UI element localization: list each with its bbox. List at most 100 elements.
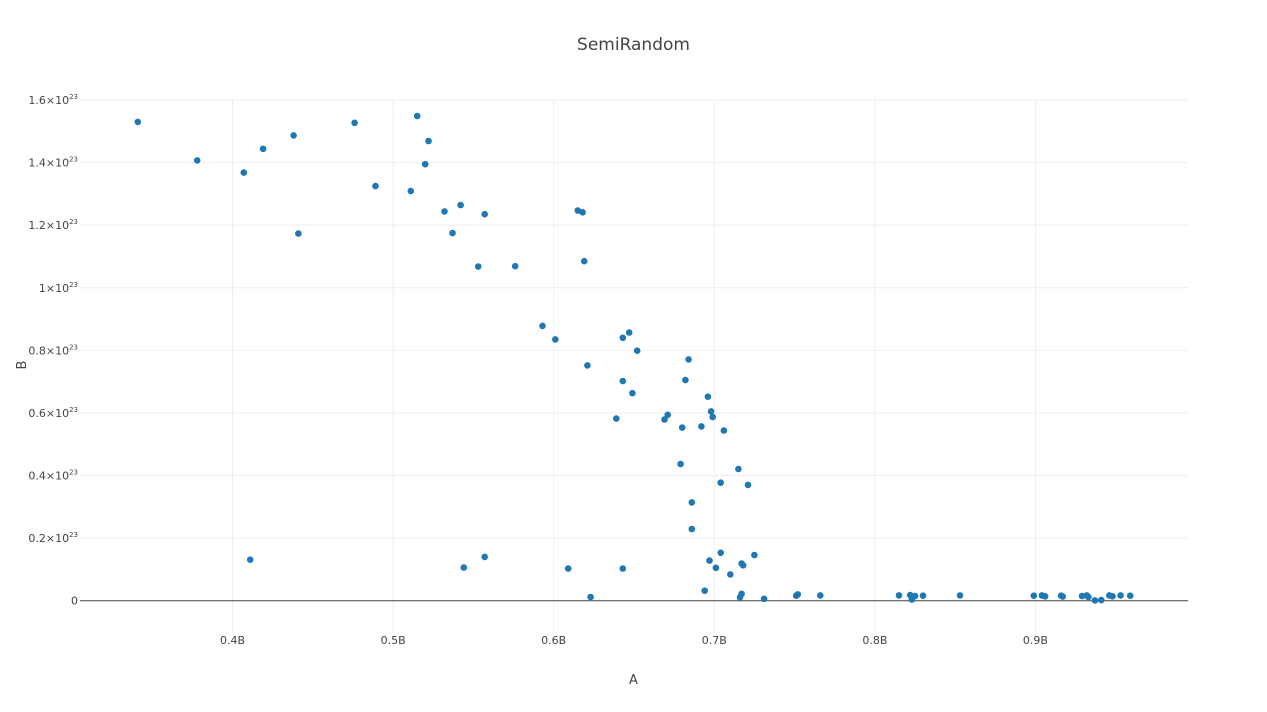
data-point [613,415,620,422]
x-tick-label: 0.5B [381,634,406,647]
data-point [1098,596,1105,604]
y-tick-mantissa: 0.2×10 [28,532,69,545]
y-tick-exponent: 23 [69,406,78,414]
data-point [584,362,591,369]
data-point [295,230,302,237]
data-point [738,590,745,598]
data-point [413,112,421,120]
data-point [1078,592,1086,600]
y-tick-mantissa: 0 [71,595,78,608]
y-tick-mantissa: 0.4×10 [28,470,69,483]
y-tick-exponent: 23 [69,281,78,289]
y-tick-mantissa: 1×10 [39,282,69,295]
data-point [760,595,768,603]
y-tick-label: 0.2×1023 [28,531,78,545]
y-tick-mantissa: 0.8×10 [28,344,69,357]
data-point [1117,592,1124,599]
data-point [625,329,633,336]
data-point [441,208,448,215]
data-point [539,322,546,330]
x-tick-label: 0.9B [1023,634,1048,647]
data-point [717,479,724,487]
data-point [698,423,705,430]
data-point [290,132,297,139]
data-point [701,587,708,594]
y-tick-label: 1.4×1023 [28,156,78,170]
data-point [735,465,742,473]
data-point [633,347,641,355]
x-tick-label: 0.6B [541,634,566,647]
data-point [707,408,715,415]
data-point [720,427,728,434]
data-point [481,210,489,218]
data-point [794,591,802,598]
y-tick-label: 0.6×1023 [28,406,78,420]
data-point [511,262,519,270]
x-axis-ticks: 0.4B 0.5B 0.6B 0.7B 0.8B 0.9B [220,634,1048,647]
data-point [664,411,671,419]
x-tick-label: 0.7B [702,634,727,647]
data-point [351,119,358,127]
data-point [619,334,627,342]
data-point [744,481,752,489]
x-tick-label: 0.8B [862,634,887,647]
data-point [460,564,468,571]
y-tick-label: 0.8×1023 [28,343,78,357]
data-point [1109,593,1116,600]
y-tick-label: 1.2×1023 [28,218,78,232]
data-point [688,499,696,506]
data-point [629,389,636,397]
data-point [817,592,824,599]
data-point [474,263,482,270]
data-points [134,112,1134,604]
data-point [587,593,594,601]
data-point [134,118,142,126]
data-point [685,356,692,363]
y-tick-label: 0.4×1023 [28,469,78,483]
data-point [1059,593,1066,600]
data-point [564,565,572,572]
y-axis-ticks: 00.2×10230.4×10230.6×10230.8×10231×10231… [28,93,78,608]
y-axis-title: B [15,361,30,370]
data-point [259,145,267,153]
data-point [1126,592,1134,599]
data-point [457,201,464,209]
data-point [709,413,716,421]
data-point [246,556,254,563]
data-point [421,160,429,168]
data-point [739,562,747,569]
data-point [579,209,586,216]
y-tick-mantissa: 1.6×10 [28,94,69,107]
y-tick-label: 0 [71,595,78,608]
data-point [678,424,686,431]
y-tick-exponent: 23 [69,93,78,101]
data-point [449,229,456,237]
data-point [552,336,559,343]
x-axis-title: A [629,673,638,688]
data-point [619,565,627,572]
data-point [1041,593,1049,600]
data-point [240,169,248,176]
x-tick-label: 0.4B [220,634,245,647]
data-point [1085,593,1092,601]
y-tick-label: 1×1023 [39,281,78,295]
data-point [704,393,712,401]
data-point [712,564,720,572]
y-tick-mantissa: 0.6×10 [28,407,69,420]
data-point [751,551,758,559]
data-point [619,377,627,385]
data-point [425,137,432,145]
data-point [407,187,415,195]
y-tick-exponent: 23 [69,343,78,351]
data-point [580,257,588,265]
data-point [481,553,489,561]
data-point [706,557,713,564]
data-point [193,157,201,164]
y-tick-mantissa: 1.2×10 [28,219,69,232]
y-tick-exponent: 23 [69,218,78,226]
data-point [717,549,724,557]
y-tick-exponent: 23 [69,156,78,164]
y-tick-mantissa: 1.4×10 [28,157,69,170]
data-point [727,571,734,578]
data-point [956,592,964,599]
